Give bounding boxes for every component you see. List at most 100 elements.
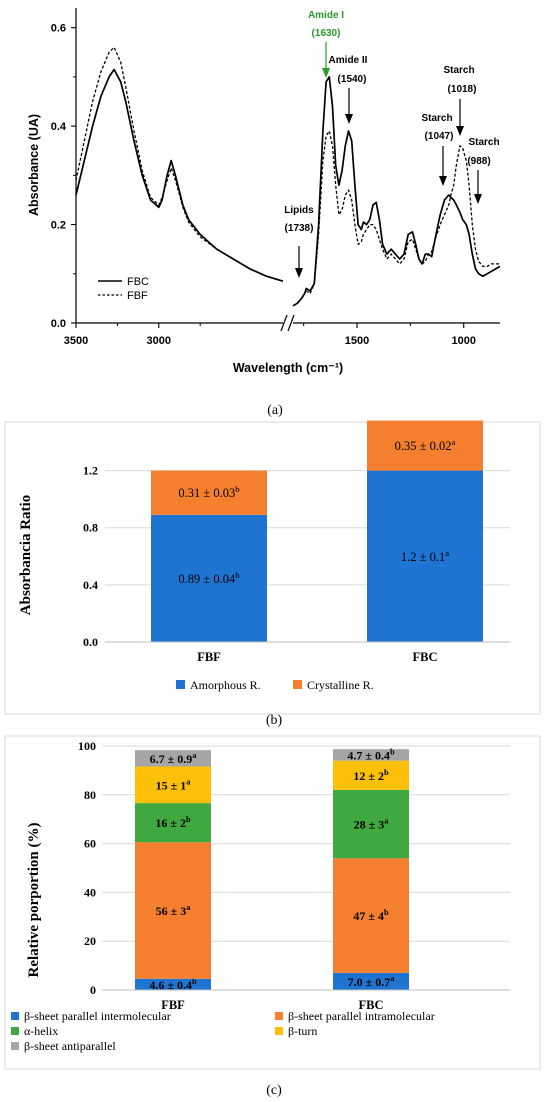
y-tick-label: 0.4	[83, 578, 98, 592]
bar-segment-fbf-0	[151, 514, 267, 642]
data-label: 0.35 ± 0.02a	[395, 437, 456, 453]
svg-text:Starch: Starch	[468, 137, 499, 148]
legend: Amorphous R. Crystalline R.	[176, 678, 374, 692]
axis-break-mark	[280, 314, 295, 332]
legend-swatch-intramolecular	[275, 1012, 283, 1020]
legend: FBC FBF	[98, 276, 149, 302]
series-line-fbf-seg2	[292, 130, 500, 307]
annotation-lipids: Lipids (1738)	[284, 205, 314, 278]
bar-segment-fbc-4	[333, 749, 409, 761]
bar-segment-fbf-4	[135, 750, 211, 767]
y-tick-label: 0.4	[51, 121, 67, 133]
svg-text:(1018): (1018)	[448, 84, 477, 95]
bar-segment-fbf-0	[135, 978, 211, 990]
bar-segment-fbf-1	[151, 470, 267, 515]
chart-frame	[4, 735, 541, 1070]
data-label: 47 ± 4b	[353, 908, 389, 923]
panel-label-b: (b)	[266, 713, 283, 728]
data-label: 0.89 ± 0.04b	[178, 570, 240, 586]
ftir-spectrum-chart: 0.0 0.2 0.4 0.6 3500 3000 1500 1000 FBC FBF Ami…	[27, 8, 501, 418]
svg-text:(1047): (1047)	[425, 131, 454, 142]
bar-segment-fbc-0	[367, 470, 483, 642]
bar-segment-fbc-2	[333, 789, 409, 859]
y-tick-label: 0.8	[83, 521, 98, 535]
y-tick-label: 0.0	[83, 635, 98, 649]
legend-label-alpha-helix: α-helix	[24, 1024, 58, 1038]
category-label-fbc: FBC	[359, 998, 384, 1012]
y-tick-label: 0.6	[51, 23, 66, 35]
svg-text:Starch: Starch	[421, 113, 452, 124]
y-tick-label: 1.2	[83, 464, 98, 478]
data-label: 0.31 ± 0.03b	[178, 484, 240, 500]
absorbance-ratio-chart: 0.0 0.4 0.8 1.2 0.89 ± 0.04b 0.31 ± 0.03b FBF…	[4, 420, 541, 728]
x-axis-title: Wavelength (cm⁻¹)	[233, 361, 343, 375]
bar-segment-fbc-1	[333, 858, 409, 973]
category-label-fbf: FBF	[161, 998, 185, 1012]
legend-label-fbc: FBC	[127, 276, 149, 288]
legend-swatch-beta-turn	[275, 1027, 283, 1035]
annotation-amide-ii: Amide II (1540)	[329, 55, 368, 124]
bar-segment-fbf-3	[135, 766, 211, 804]
data-label: 56 ± 3a	[156, 903, 192, 918]
series-line-fbf-seg1	[75, 46, 284, 282]
y-tick-label: 0	[90, 983, 96, 997]
svg-text:(1738): (1738)	[285, 223, 314, 234]
legend-label-crystalline: Crystalline R.	[307, 678, 374, 692]
legend: β-sheet parallel intermolecular β-sheet …	[11, 1009, 435, 1053]
data-label: 4.6 ± 0.4b	[149, 977, 197, 992]
legend-label-intramolecular: β-sheet parallel intramolecular	[288, 1009, 435, 1023]
y-tick-label: 20	[84, 934, 96, 948]
panel-label-c: (c)	[266, 1083, 282, 1098]
annotation-amide-i: Amide I (1630)	[308, 10, 344, 78]
category-label-fbc: FBC	[413, 650, 438, 664]
data-label: 4.7 ± 0.4b	[347, 747, 395, 762]
legend-swatch-antiparallel	[11, 1042, 19, 1050]
y-tick-label: 0.2	[51, 220, 66, 232]
category-label-fbf: FBF	[197, 650, 221, 664]
y-tick-label: 60	[84, 837, 96, 851]
data-label: 6.7 ± 0.9a	[150, 751, 198, 766]
y-axis-title: Absorbancia Ratio	[18, 495, 34, 615]
data-label: 16 ± 2b	[155, 815, 191, 830]
svg-text:Amide I: Amide I	[308, 10, 344, 21]
annotation-starch-1018: Starch (1018)	[443, 65, 476, 136]
bar-segment-fbc-1	[367, 420, 483, 471]
y-tick-label: 0.0	[51, 318, 66, 330]
svg-text:(1630): (1630)	[312, 28, 341, 39]
series-line-fbc-seg1	[75, 68, 284, 283]
legend-swatch-crystalline	[293, 680, 302, 689]
bar-segment-fbf-2	[135, 803, 211, 843]
legend-label-antiparallel: β-sheet antiparallel	[24, 1039, 116, 1053]
svg-text:Starch: Starch	[443, 65, 474, 76]
legend-label-beta-turn: β-turn	[288, 1024, 317, 1038]
legend-label-fbf: FBF	[127, 290, 148, 302]
annotation-starch-1047: Starch (1047)	[421, 113, 453, 186]
svg-text:(988): (988)	[467, 156, 490, 167]
legend-swatch-alpha-helix	[11, 1027, 19, 1035]
annotation-starch-988: Starch (988)	[467, 137, 500, 204]
secondary-structure-chart: 0 20 40 60 80 100 4.6 ± 0.4b 56 ± 3a 16 ± 2b 15 …	[4, 735, 541, 1098]
x-tick-label: 1500	[345, 335, 369, 347]
data-label: 1.2 ± 0.1a	[401, 548, 449, 564]
y-axis-title: Relative porportion (%)	[26, 823, 42, 978]
x-tick-label: 3500	[64, 335, 88, 347]
panel-label-a: (a)	[267, 403, 283, 418]
y-tick-label: 40	[84, 885, 96, 899]
y-tick-label: 100	[78, 739, 96, 753]
legend-swatch-intermolecular	[11, 1012, 19, 1020]
series-line-fbc-seg2	[292, 76, 501, 307]
svg-text:Amide II: Amide II	[329, 55, 368, 66]
data-label: 12 ± 2b	[353, 768, 389, 783]
bar-segment-fbf-1	[135, 842, 211, 979]
chart-frame	[4, 421, 541, 715]
data-label: 15 ± 1a	[156, 777, 192, 792]
x-tick-label: 3000	[147, 335, 171, 347]
x-tick-label: 1000	[451, 335, 475, 347]
y-axis-title: Absorbance (UA)	[27, 114, 41, 216]
svg-text:(1540): (1540)	[338, 74, 367, 85]
legend-label-amorphous: Amorphous R.	[190, 678, 261, 692]
bar-segment-fbc-3	[333, 760, 409, 790]
legend-swatch-amorphous	[176, 680, 185, 689]
svg-text:Lipids: Lipids	[284, 205, 314, 216]
bar-segment-fbc-0	[333, 972, 409, 990]
